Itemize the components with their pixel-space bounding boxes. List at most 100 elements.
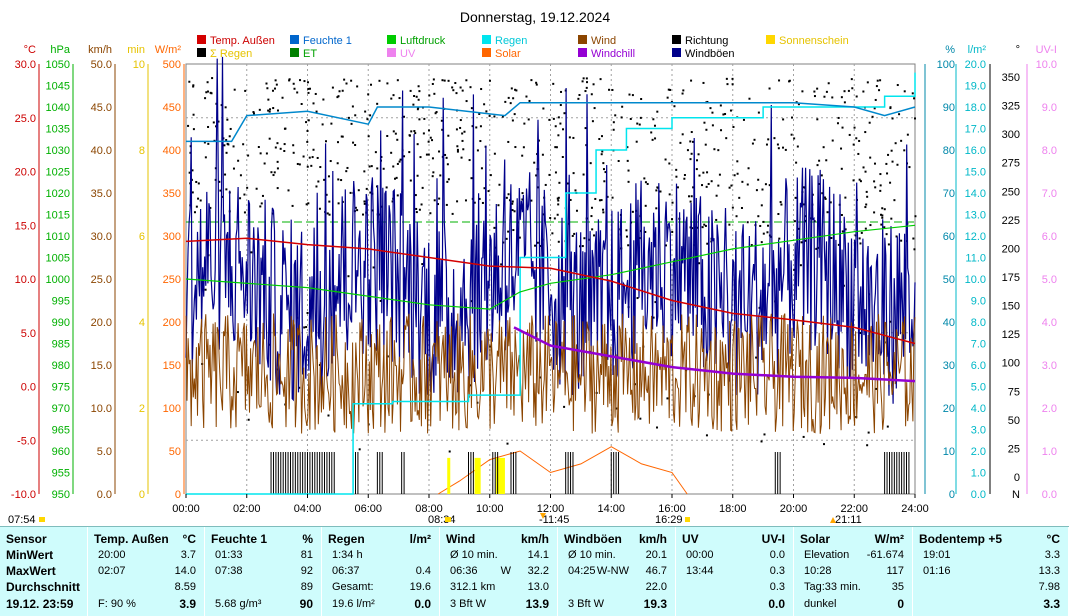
direction-dot [631, 94, 634, 97]
direction-dot [711, 124, 714, 127]
direction-dot [628, 93, 631, 96]
moon-icon [830, 517, 836, 523]
direction-dot [390, 151, 393, 154]
direction-dot [823, 95, 826, 98]
axis-tick-left: -10.0 [11, 489, 36, 501]
direction-dot [402, 115, 405, 118]
direction-dot [844, 196, 847, 199]
direction-dot [883, 208, 886, 211]
direction-dot [300, 103, 303, 106]
direction-dot [298, 163, 301, 166]
direction-dot [396, 138, 399, 141]
direction-dot [409, 179, 412, 182]
axis-tick-left: 250 [163, 274, 181, 286]
direction-dot [681, 133, 684, 136]
direction-dot [654, 301, 657, 304]
direction-dot [479, 140, 482, 143]
axis-tick-right: 225 [1002, 215, 1020, 227]
axis-tick-right: 70 [943, 188, 955, 200]
direction-dot [612, 128, 615, 131]
direction-dot [327, 414, 330, 417]
axis-tick-left: 6 [139, 231, 145, 243]
axis-tick-right: 325 [1002, 101, 1020, 113]
direction-dot [432, 78, 435, 81]
direction-dot [416, 108, 419, 111]
direction-dot [779, 201, 782, 204]
direction-dot [885, 233, 888, 236]
axis-tick-left: 995 [52, 296, 70, 308]
direction-dot [271, 89, 274, 92]
direction-dot [425, 153, 428, 156]
direction-dot [778, 237, 781, 240]
direction-dot [427, 129, 430, 132]
axis-tick-left: 1035 [46, 124, 70, 136]
direction-dot [717, 149, 720, 152]
direction-dot [536, 241, 539, 244]
direction-dot [626, 159, 629, 162]
direction-dot [399, 158, 402, 161]
direction-dot [211, 77, 214, 80]
axis-tick-right: 25 [1008, 443, 1020, 455]
axis-tick-right: 100 [937, 59, 955, 71]
axis-unit-right: % [945, 44, 955, 56]
table-cell: 0.0 [768, 597, 785, 611]
direction-dot [470, 107, 473, 110]
direction-dot [606, 195, 609, 198]
direction-dot [602, 168, 605, 171]
direction-dot [827, 82, 830, 85]
direction-dot [533, 161, 536, 164]
axis-tick-right: 13.0 [965, 210, 986, 222]
direction-dot [881, 216, 884, 219]
direction-dot [511, 209, 514, 212]
direction-dot [682, 89, 685, 92]
sunrise-time: 08:34 [428, 514, 456, 526]
direction-dot [187, 124, 190, 127]
direction-dot [644, 230, 647, 233]
direction-dot [686, 149, 689, 152]
table-cell: Temp. Außen [94, 532, 169, 546]
direction-dot [706, 171, 709, 174]
axis-tick-right: 19.0 [965, 81, 986, 93]
direction-dot [352, 141, 355, 144]
direction-dot [644, 181, 647, 184]
direction-dot [582, 77, 585, 80]
table-cell: 02:07 [98, 565, 126, 577]
direction-dot [765, 143, 768, 146]
direction-dot [896, 84, 899, 87]
direction-dot [823, 196, 826, 199]
table-cell: 3.3 [1044, 549, 1060, 561]
direction-dot [900, 139, 903, 142]
direction-dot [914, 117, 917, 120]
direction-dot [793, 137, 796, 140]
direction-dot [369, 114, 372, 117]
direction-dot [707, 182, 710, 185]
weather-chart: Donnerstag, 19.12.2024 Temp. Außen Feucht… [8, 9, 1057, 526]
direction-dot [577, 97, 580, 100]
direction-dot [224, 173, 227, 176]
table-cell: Gesamt: [332, 581, 374, 593]
direction-dot [192, 84, 195, 87]
noon-time: -11:45 [539, 514, 569, 526]
direction-dot [224, 106, 227, 109]
direction-dot [413, 130, 416, 133]
table-cell: 13.3 [1038, 565, 1060, 577]
direction-dot [431, 82, 434, 85]
legend-swatch [387, 35, 396, 44]
direction-dot [506, 442, 509, 445]
direction-dot [697, 153, 700, 156]
table-cell: 0.4 [415, 565, 431, 577]
direction-dot [325, 140, 328, 143]
direction-dot [292, 144, 295, 147]
direction-dot [429, 136, 432, 139]
direction-dot [515, 89, 518, 92]
table-cell: Bodentemp +5 [919, 532, 1003, 546]
axis-tick-left: 1050 [46, 59, 70, 71]
direction-dot [858, 139, 861, 142]
legend-label: Regen [495, 35, 527, 47]
direction-dot [418, 118, 421, 121]
axis-tick-right: 125 [1002, 329, 1020, 341]
direction-dot [559, 104, 562, 107]
direction-dot [600, 199, 603, 202]
direction-dot [376, 102, 379, 105]
direction-dot [513, 113, 516, 116]
